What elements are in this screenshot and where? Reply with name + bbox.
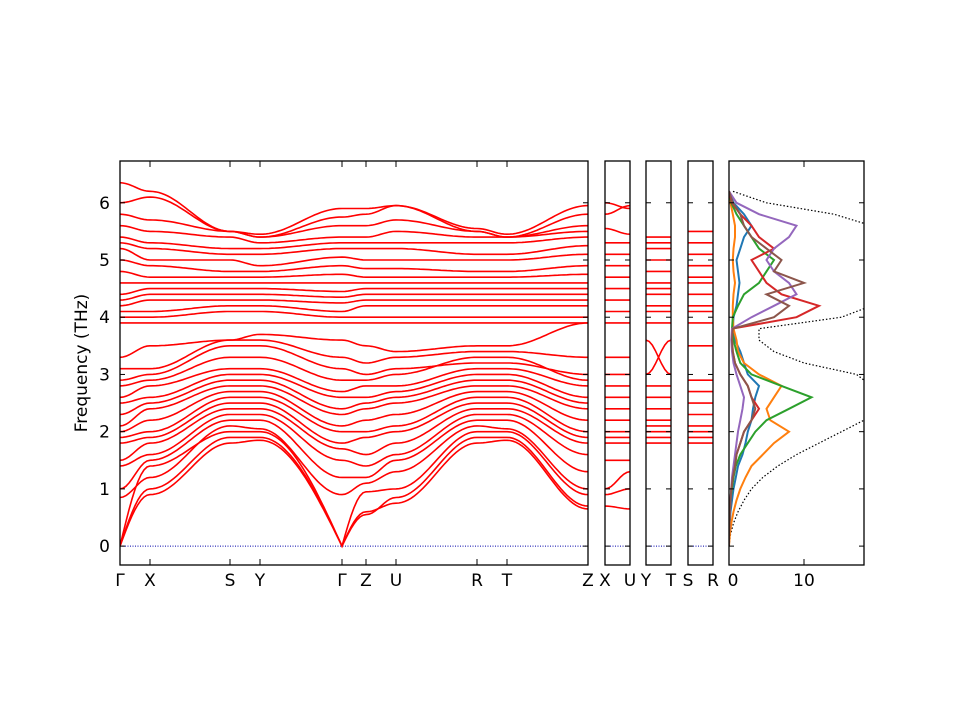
y-tick-label: 6	[99, 194, 110, 214]
band-11	[120, 379, 588, 416]
panel-frame	[119, 160, 589, 566]
band-5	[120, 413, 588, 467]
panel-frame	[687, 160, 714, 566]
band-8	[120, 396, 588, 439]
x-tick-label-R: R	[471, 571, 483, 591]
y-tick-label: 0	[99, 537, 110, 557]
bands-group	[120, 181, 588, 549]
band-15	[120, 345, 588, 381]
band-1	[120, 436, 588, 548]
pdos-line-5	[729, 190, 808, 547]
x-tick-label-U: U	[624, 571, 636, 591]
dos-total-line	[729, 190, 864, 547]
band-14	[120, 356, 588, 387]
band-33	[120, 181, 588, 236]
x-tick-label-S: S	[683, 571, 694, 591]
dos-panel: 0 10	[728, 160, 865, 591]
band-10	[120, 385, 588, 427]
y-tick-label: 4	[99, 308, 110, 328]
panel-frame	[645, 160, 672, 566]
band-9	[646, 339, 671, 376]
x-tick-label-R: R	[707, 571, 719, 591]
bands-group	[605, 202, 630, 510]
band-29	[120, 236, 588, 250]
band-3	[120, 425, 588, 499]
band-1	[605, 488, 630, 496]
y-tick-label: 2	[99, 423, 110, 443]
band-2	[605, 470, 630, 490]
band-23	[120, 287, 588, 296]
y-tick-label: 1	[99, 480, 110, 500]
y-tick-label: 5	[99, 251, 110, 271]
dos-frame	[728, 160, 865, 566]
band-4	[120, 419, 588, 490]
band-19	[120, 310, 588, 318]
band-21	[605, 227, 630, 235]
panel-frame	[604, 160, 631, 566]
band-26	[120, 259, 588, 273]
x-tick-label-T: T	[501, 571, 513, 591]
x-tick-label-Γ: Γ	[337, 571, 347, 591]
bands-group	[688, 230, 713, 444]
band-7	[120, 402, 588, 444]
band-16	[120, 339, 588, 370]
band-27	[120, 247, 588, 267]
band-13	[120, 367, 588, 399]
x-tick-label-Y: Y	[640, 571, 652, 591]
x-tick-label-T: T	[665, 571, 677, 591]
band-22	[605, 204, 630, 215]
band-32	[120, 196, 588, 238]
x-tick-label-Y: Y	[254, 571, 266, 591]
band-25	[120, 270, 588, 278]
band-9	[120, 390, 588, 433]
band-20	[120, 305, 588, 313]
band-6	[120, 408, 588, 462]
x-tick-label-Γ: Γ	[115, 571, 125, 591]
pdos-line-1	[729, 191, 791, 547]
band-28	[120, 242, 588, 256]
bands-group	[646, 236, 671, 444]
x-tick-label-X: X	[144, 571, 156, 591]
dos-x-tick-label: 10	[793, 571, 815, 591]
band-30	[120, 224, 588, 244]
band-22	[120, 293, 588, 301]
y-axis-label: Frequency (THz)	[72, 294, 92, 433]
x-tick-label-X: X	[599, 571, 611, 591]
dos-lines	[729, 190, 864, 547]
x-tick-label-Z: Z	[582, 571, 594, 591]
x-tick-label-Z: Z	[360, 571, 372, 591]
x-tick-label-S: S	[225, 571, 236, 591]
band-21	[120, 299, 588, 307]
band-17	[120, 322, 588, 359]
band-0	[605, 505, 630, 510]
dos-x-tick-label: 0	[728, 571, 739, 591]
y-tick-label: 3	[99, 365, 110, 385]
band-0	[120, 439, 588, 548]
band-12	[120, 373, 588, 404]
x-tick-label-U: U	[390, 571, 402, 591]
